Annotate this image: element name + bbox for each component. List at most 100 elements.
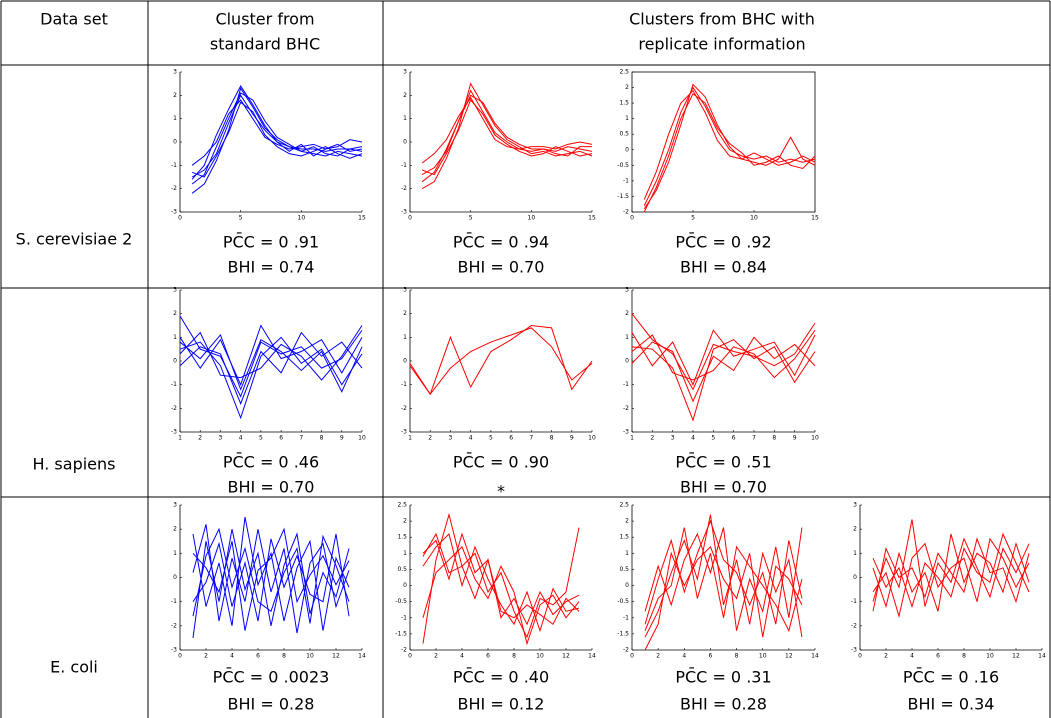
profile-line xyxy=(192,524,350,634)
profile-line xyxy=(631,329,816,386)
profile-line xyxy=(192,516,350,631)
x-tick-label: 2 xyxy=(884,653,888,660)
y-tick-label: 1 xyxy=(625,115,629,122)
header-text: Cluster from xyxy=(215,10,314,29)
profile-line xyxy=(409,327,593,395)
y-tick-label: -2 xyxy=(401,185,407,192)
y-tick-label: -1 xyxy=(171,381,177,388)
y-tick-label: -2 xyxy=(623,209,629,216)
pcc-label: PC̄C = 0 .90 xyxy=(453,453,549,472)
y-tick-label: -1 xyxy=(623,614,629,621)
x-tick-label: 10 xyxy=(588,435,596,442)
y-tick-label: 2 xyxy=(625,84,629,91)
x-tick-label: 6 xyxy=(936,653,940,660)
x-tick-label: 0 xyxy=(630,215,634,222)
x-tick-label: 10 xyxy=(358,435,366,442)
x-tick-label: 8 xyxy=(962,653,966,660)
profile-line xyxy=(631,339,816,422)
mini-plot: -3 -2 -1 0 1 2 3 1 2 3 4 5 6 7 8 9 10 xyxy=(401,287,596,442)
pcc-label: PC̄C = 0 .0023 xyxy=(213,668,330,687)
y-tick-label: -3 xyxy=(171,209,177,216)
y-tick-label: 3 xyxy=(173,287,177,294)
x-tick-label: 6 xyxy=(256,653,260,660)
x-tick-label: 8 xyxy=(772,435,776,442)
y-tick-label: 2 xyxy=(173,310,177,317)
y-tick-label: -3 xyxy=(401,429,407,436)
y-tick-label: -2 xyxy=(171,622,177,629)
profile-line xyxy=(421,96,593,164)
y-tick-label: -2 xyxy=(623,647,629,654)
x-tick-label: 6 xyxy=(486,653,490,660)
x-tick-label: 6 xyxy=(709,653,713,660)
x-tick-label: 5 xyxy=(239,215,243,222)
x-tick-label: 2 xyxy=(656,653,660,660)
bhi-label: BHI = 0.70 xyxy=(228,478,315,497)
mini-plot: -3 -2 -1 0 1 2 3 1 2 3 4 5 6 7 8 9 10 xyxy=(623,287,819,442)
mini-plot: -3 -2 -1 0 1 2 3 0 5 10 15 xyxy=(401,69,596,222)
profile-line xyxy=(422,532,580,626)
y-tick-label: -3 xyxy=(171,647,177,654)
y-tick-label: 0 xyxy=(173,574,177,581)
x-tick-label: 4 xyxy=(239,435,243,442)
profile-line xyxy=(643,86,816,206)
x-tick-label: 2 xyxy=(198,435,202,442)
y-tick-label: 0 xyxy=(853,574,857,581)
bhi-label: BHI = 0.84 xyxy=(680,258,767,277)
profile-line xyxy=(421,82,593,190)
x-tick-label: 2 xyxy=(650,435,654,442)
x-tick-label: 1 xyxy=(630,435,634,442)
x-tick-label: 12 xyxy=(785,653,793,660)
y-tick-label: -1 xyxy=(171,598,177,605)
pcc-label: PC̄C = 0 .16 xyxy=(903,668,999,687)
pcc-label: PC̄C = 0 .94 xyxy=(453,233,549,252)
y-tick-label: -1.5 xyxy=(617,630,629,637)
header-text: standard BHC xyxy=(210,35,320,54)
y-tick-label: 3 xyxy=(403,69,407,76)
profile-line xyxy=(179,333,363,393)
y-tick-label: 1 xyxy=(173,115,177,122)
x-tick-label: 5 xyxy=(259,435,263,442)
row-label: S. cerevisiae 2 xyxy=(16,230,133,249)
x-tick-label: 0 xyxy=(178,215,182,222)
profile-line xyxy=(191,99,363,166)
x-tick-label: 4 xyxy=(910,653,914,660)
x-tick-label: 4 xyxy=(691,435,695,442)
y-tick-label: 3 xyxy=(625,287,629,294)
profile-line xyxy=(191,85,363,180)
profile-line xyxy=(631,313,816,391)
mini-plot: -2 -1.5 -1 -0.5 0 0.5 1 1.5 2 2.5 0 5 10 15 xyxy=(617,69,819,222)
profile-line xyxy=(421,94,592,183)
x-tick-label: 6 xyxy=(509,435,513,442)
y-tick-label: -1 xyxy=(623,381,629,388)
y-tick-label: 3 xyxy=(403,287,407,294)
profile-line xyxy=(422,532,580,625)
x-tick-label: 6 xyxy=(732,435,736,442)
y-tick-label: 0 xyxy=(625,358,629,365)
y-tick-label: 3 xyxy=(173,69,177,76)
profile-line xyxy=(644,519,803,625)
pcc-label: PC̄C = 0 .31 xyxy=(675,668,771,687)
y-tick-label: 1 xyxy=(403,334,407,341)
x-tick-label: 14 xyxy=(358,653,366,660)
profile-line xyxy=(422,546,580,646)
profile-line xyxy=(421,99,593,176)
x-tick-label: 3 xyxy=(219,435,223,442)
y-tick-label: 3 xyxy=(173,502,177,509)
y-tick-label: 2 xyxy=(625,310,629,317)
x-tick-label: 14 xyxy=(811,653,819,660)
y-tick-label: 3 xyxy=(853,502,857,509)
pcc-label: PC̄C = 0 .92 xyxy=(675,233,771,252)
x-tick-label: 10 xyxy=(750,215,758,222)
y-tick-label: -2 xyxy=(171,405,177,412)
y-tick-label: -0.5 xyxy=(617,162,629,169)
y-tick-label: 2 xyxy=(403,310,407,317)
mini-plot: -3 -2 -1 0 1 2 3 0 5 10 15 xyxy=(171,69,366,222)
mini-plot: -2 -1.5 -1 -0.5 0 0.5 1 1.5 2 2.5 0 2 4 6 8 10 12 14 xyxy=(617,502,819,660)
note: * xyxy=(497,482,505,501)
profile-line xyxy=(872,537,1030,612)
y-tick-label: -1 xyxy=(401,614,407,621)
y-tick-label: 0 xyxy=(173,139,177,146)
